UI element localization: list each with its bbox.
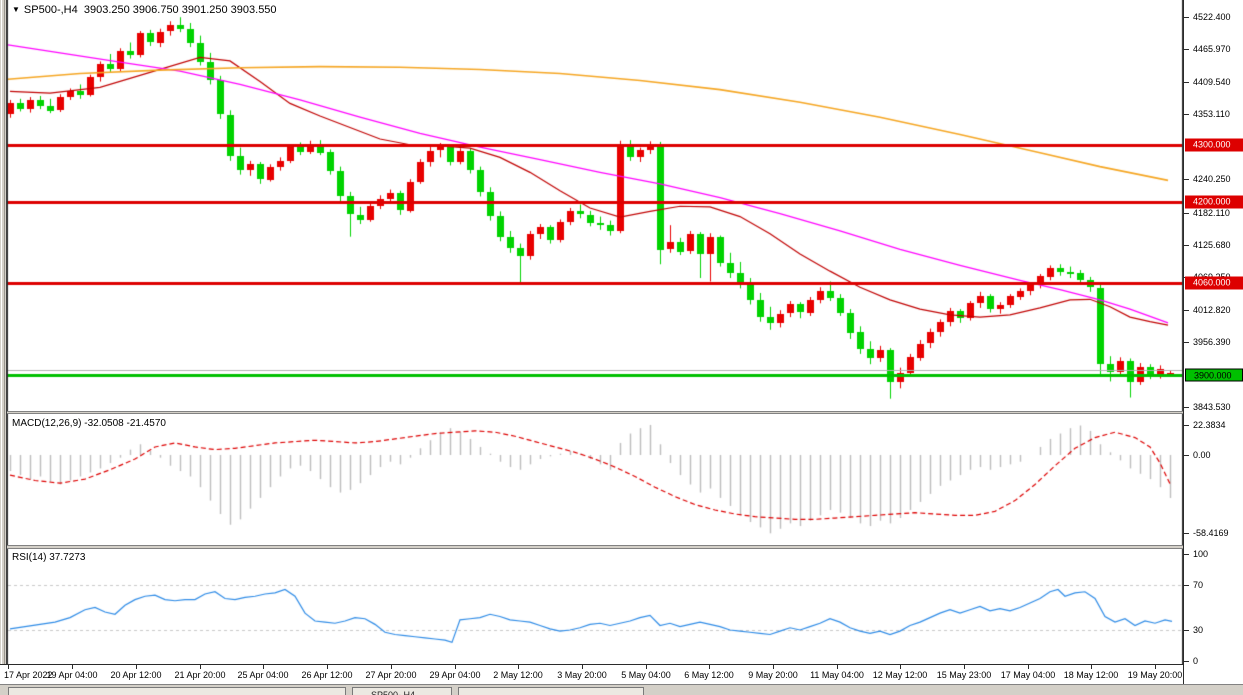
axis-label: 4240.250 [1193, 174, 1231, 184]
axis-tick [1184, 179, 1189, 180]
axis-tick [1184, 49, 1189, 50]
axis-label: 30 [1193, 625, 1204, 635]
axis-tick [1184, 585, 1189, 586]
axis-label: 4522.400 [1193, 12, 1231, 22]
axis-label: 0 [1193, 656, 1199, 666]
axis-label: 4409.540 [1193, 77, 1231, 87]
time-label: 29 Apr 04:00 [429, 670, 481, 680]
chart-title: ▼ SP500-,H4 3903.250 3906.750 3901.250 39… [12, 4, 277, 16]
time-label: 6 May 12:00 [684, 670, 734, 680]
axis-label: 4012.820 [1193, 305, 1231, 315]
axis-tick [1184, 425, 1189, 426]
time-label: 2 May 12:00 [493, 670, 543, 680]
time-tick [200, 665, 201, 669]
price-level-badge: 3900.000 [1185, 368, 1243, 382]
macd-indicator-label: MACD(12,26,9) -32.0508 -21.4570 [12, 418, 166, 429]
time-tick [646, 665, 647, 669]
axis-label: -58.4169 [1193, 528, 1229, 538]
axis-tick [1184, 310, 1189, 311]
window-left-border [0, 0, 7, 684]
time-axis[interactable]: 17 Apr 2022 19 Apr 04:00 20 Apr 12:00 21 Ap… [0, 664, 1243, 684]
time-label: 9 May 20:00 [748, 670, 798, 680]
axis-label: 22.3834 [1193, 420, 1226, 430]
axis-label: 4125.680 [1193, 240, 1231, 250]
axis-label: 0.00 [1193, 450, 1211, 460]
time-label: 3 May 20:00 [557, 670, 607, 680]
pane-splitter-rsi[interactable] [0, 545, 1243, 549]
axis-tick [1184, 245, 1189, 246]
axis-label: 4353.110 [1193, 109, 1230, 119]
time-label: 5 May 04:00 [621, 670, 671, 680]
time-tick [391, 665, 392, 669]
axis-tick [1184, 455, 1189, 456]
time-tick [709, 665, 710, 669]
time-tick [964, 665, 965, 669]
time-label: 21 Apr 20:00 [174, 670, 226, 680]
time-tick [518, 665, 519, 669]
time-tick [900, 665, 901, 669]
price-scale[interactable]: 4522.400 4465.970 4409.540 4353.110 4240.250… [1183, 0, 1243, 684]
rsi-pane-canvas[interactable] [0, 549, 1243, 664]
time-tick [8, 665, 9, 669]
time-tick [72, 665, 73, 669]
pane-splitter-macd[interactable] [0, 411, 1243, 414]
time-tick [837, 665, 838, 669]
axis-tick [1184, 661, 1189, 662]
symbol-dropdown-icon[interactable]: ▼ [12, 5, 20, 14]
time-tick [1028, 665, 1029, 669]
axis-label: 4182.110 [1193, 208, 1230, 218]
axis-tick [1184, 554, 1189, 555]
time-tick [773, 665, 774, 669]
axis-label: 3956.390 [1193, 337, 1231, 347]
axis-label: 4465.970 [1193, 44, 1231, 54]
time-tick [455, 665, 456, 669]
price-level-badge: 4060.000 [1185, 276, 1243, 290]
price-level-badge: 4300.000 [1185, 138, 1243, 152]
time-label: 19 May 20:00 [1127, 670, 1183, 680]
time-tick [582, 665, 583, 669]
main-chart-canvas[interactable] [0, 0, 1243, 411]
time-label: 18 May 12:00 [1063, 670, 1119, 680]
chart-tab-SP500-,H4[interactable]: SP500-,H4 [352, 687, 452, 695]
time-tick [136, 665, 137, 669]
macd-pane-canvas[interactable] [0, 414, 1243, 545]
time-label: 25 Apr 04:00 [237, 670, 289, 680]
axis-tick [1184, 407, 1189, 408]
chart-tab[interactable] [8, 687, 346, 695]
chart-tab-bar: SP500-,H4 [0, 684, 1243, 695]
time-label: 19 Apr 04:00 [46, 670, 98, 680]
time-label: 26 Apr 12:00 [301, 670, 353, 680]
time-tick [263, 665, 264, 669]
time-label: 20 Apr 12:00 [110, 670, 162, 680]
time-label: 17 May 04:00 [1000, 670, 1056, 680]
time-label: 11 May 04:00 [810, 670, 864, 680]
axis-tick [1184, 630, 1189, 631]
time-tick [327, 665, 328, 669]
price-level-badge: 4200.000 [1185, 195, 1243, 209]
time-label: 12 May 12:00 [872, 670, 928, 680]
axis-tick [1184, 213, 1189, 214]
symbol-period-label: SP500-,H4 [23, 4, 78, 16]
time-label: 15 May 23:00 [936, 670, 992, 680]
ohlc-quote-label: 3903.250 3906.750 3901.250 3903.550 [83, 4, 277, 16]
axis-tick [1184, 533, 1189, 534]
time-label: 17 Apr 2022 [4, 670, 53, 680]
chart-tab[interactable] [458, 687, 644, 695]
axis-tick [1184, 114, 1189, 115]
axis-label: 100 [1193, 549, 1209, 559]
axis-label: 70 [1193, 580, 1204, 590]
axis-label: 3843.530 [1193, 402, 1231, 412]
axis-tick [1184, 342, 1189, 343]
axis-tick [1184, 82, 1189, 83]
axis-tick [1184, 17, 1189, 18]
rsi-indicator-label: RSI(14) 37.7273 [12, 552, 86, 563]
time-tick [1091, 665, 1092, 669]
time-label: 27 Apr 20:00 [365, 670, 417, 680]
time-tick [1155, 665, 1156, 669]
